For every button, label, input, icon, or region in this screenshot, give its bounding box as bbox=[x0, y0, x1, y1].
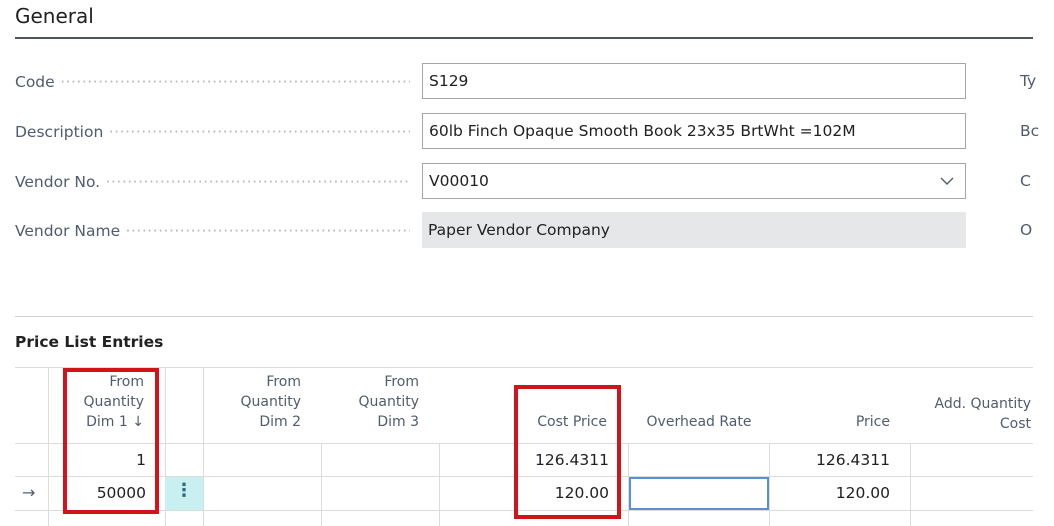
grid-column-divider bbox=[910, 443, 911, 526]
cell-price[interactable]: 126.4311 bbox=[816, 451, 890, 469]
column-header-price[interactable]: Price bbox=[855, 414, 890, 430]
grid-column-divider bbox=[165, 367, 166, 526]
column-header-from-qty-dim2[interactable]: From Quantity Dim 2 bbox=[240, 374, 302, 430]
section-separator bbox=[15, 316, 1033, 317]
section-title-rule bbox=[15, 37, 1033, 39]
highlight-box-cost-price bbox=[514, 385, 621, 519]
cell-cost-price[interactable]: 126.4311 bbox=[535, 451, 609, 469]
grid-column-divider bbox=[769, 443, 770, 526]
grid-column-divider bbox=[321, 443, 322, 526]
row-actions-cell[interactable] bbox=[165, 477, 203, 510]
grid-column-divider bbox=[203, 367, 204, 526]
column-header-overhead-rate[interactable]: Overhead Rate bbox=[646, 414, 752, 430]
cell-cost-price[interactable]: 120.00 bbox=[554, 484, 609, 502]
grid-column-divider bbox=[439, 443, 440, 526]
cell-from-qty-dim1[interactable]: 50000 bbox=[96, 484, 146, 502]
code-field[interactable]: S129 bbox=[422, 63, 966, 99]
grid-row-border bbox=[15, 476, 1033, 477]
grid-column-divider bbox=[48, 367, 49, 526]
code-label: Code bbox=[15, 72, 410, 92]
grid-top-border bbox=[15, 367, 1033, 368]
cell-price[interactable]: 120.00 bbox=[835, 484, 890, 502]
column-header-from-qty-dim3[interactable]: From Quantity Dim 3 bbox=[358, 374, 420, 430]
section-title-general[interactable]: General bbox=[15, 4, 94, 28]
grid-row-border bbox=[15, 510, 1033, 511]
current-row-arrow-icon: → bbox=[22, 483, 36, 502]
grid-column-divider bbox=[628, 443, 629, 526]
vendor-name-field: Paper Vendor Company bbox=[422, 212, 966, 248]
vendor-no-label: Vendor No. bbox=[15, 172, 410, 192]
price-list-title: Price List Entries bbox=[15, 333, 164, 351]
vendor-no-value: V00010 bbox=[429, 172, 489, 190]
cell-overhead-rate-input[interactable] bbox=[629, 477, 769, 510]
right-column-label-4: O bbox=[1020, 221, 1033, 239]
column-header-from-qty-dim1[interactable]: From Quantity Dim 1 ↓ bbox=[83, 374, 145, 430]
more-options-icon[interactable]: ⋮ bbox=[175, 480, 193, 501]
right-column-label-3: C bbox=[1020, 172, 1031, 190]
vendor-no-field[interactable]: V00010 bbox=[422, 163, 966, 199]
highlight-box-from-qty-dim1 bbox=[63, 368, 159, 514]
cell-from-qty-dim1[interactable]: 1 bbox=[136, 451, 146, 469]
right-column-label-2: Bc bbox=[1020, 122, 1040, 140]
description-label: Description bbox=[15, 122, 410, 142]
right-column-label-1: Ty bbox=[1020, 72, 1037, 90]
chevron-down-icon[interactable] bbox=[939, 173, 955, 189]
vendor-name-label: Vendor Name bbox=[15, 221, 410, 241]
grid-header-border bbox=[15, 443, 1033, 444]
column-header-add-qty-cost[interactable]: Add. Quantity Cost bbox=[934, 396, 1031, 432]
description-field[interactable]: 60lb Finch Opaque Smooth Book 23x35 BrtW… bbox=[422, 113, 966, 149]
column-header-cost-price[interactable]: Cost Price bbox=[537, 414, 607, 430]
